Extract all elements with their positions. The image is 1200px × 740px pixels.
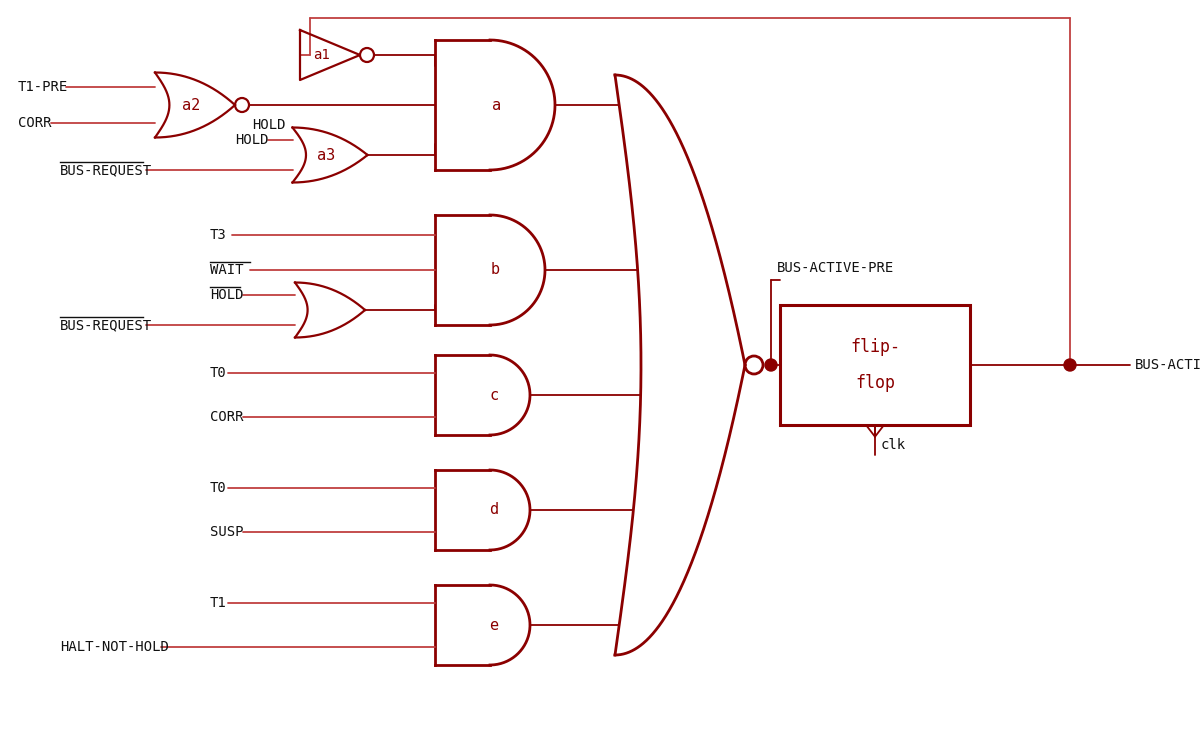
- Text: WAIT: WAIT: [210, 263, 244, 277]
- Text: a: a: [492, 98, 502, 112]
- Text: flop: flop: [854, 374, 895, 392]
- Text: clk: clk: [881, 438, 906, 452]
- Text: BUS-REQUEST: BUS-REQUEST: [60, 164, 152, 178]
- Text: BUS-REQUEST: BUS-REQUEST: [60, 318, 152, 332]
- Text: T0: T0: [210, 366, 227, 380]
- Text: e: e: [490, 617, 498, 633]
- Text: d: d: [490, 502, 498, 517]
- Text: BUS-ACTIVE-PRE: BUS-ACTIVE-PRE: [778, 261, 894, 275]
- Text: T1-PRE: T1-PRE: [18, 80, 68, 94]
- FancyBboxPatch shape: [780, 305, 970, 425]
- Text: SUSP: SUSP: [210, 525, 244, 539]
- Text: flip-: flip-: [850, 338, 900, 356]
- Text: T1: T1: [210, 596, 227, 610]
- Text: CORR: CORR: [18, 116, 52, 130]
- Text: a2: a2: [182, 98, 200, 112]
- Text: CORR: CORR: [210, 411, 244, 425]
- Circle shape: [766, 359, 778, 371]
- Text: a1: a1: [313, 48, 329, 62]
- Text: b: b: [491, 263, 500, 278]
- Text: BUS-ACTIVE: BUS-ACTIVE: [1135, 358, 1200, 372]
- Text: T3: T3: [210, 228, 227, 242]
- Text: HALT-NOT-HOLD: HALT-NOT-HOLD: [60, 640, 169, 654]
- Circle shape: [1064, 359, 1076, 371]
- Text: HOLD: HOLD: [235, 132, 269, 147]
- Text: HOLD: HOLD: [210, 288, 244, 302]
- Text: HOLD: HOLD: [252, 118, 286, 132]
- Text: T0: T0: [210, 480, 227, 494]
- Text: a3: a3: [317, 147, 335, 163]
- Text: c: c: [490, 388, 498, 403]
